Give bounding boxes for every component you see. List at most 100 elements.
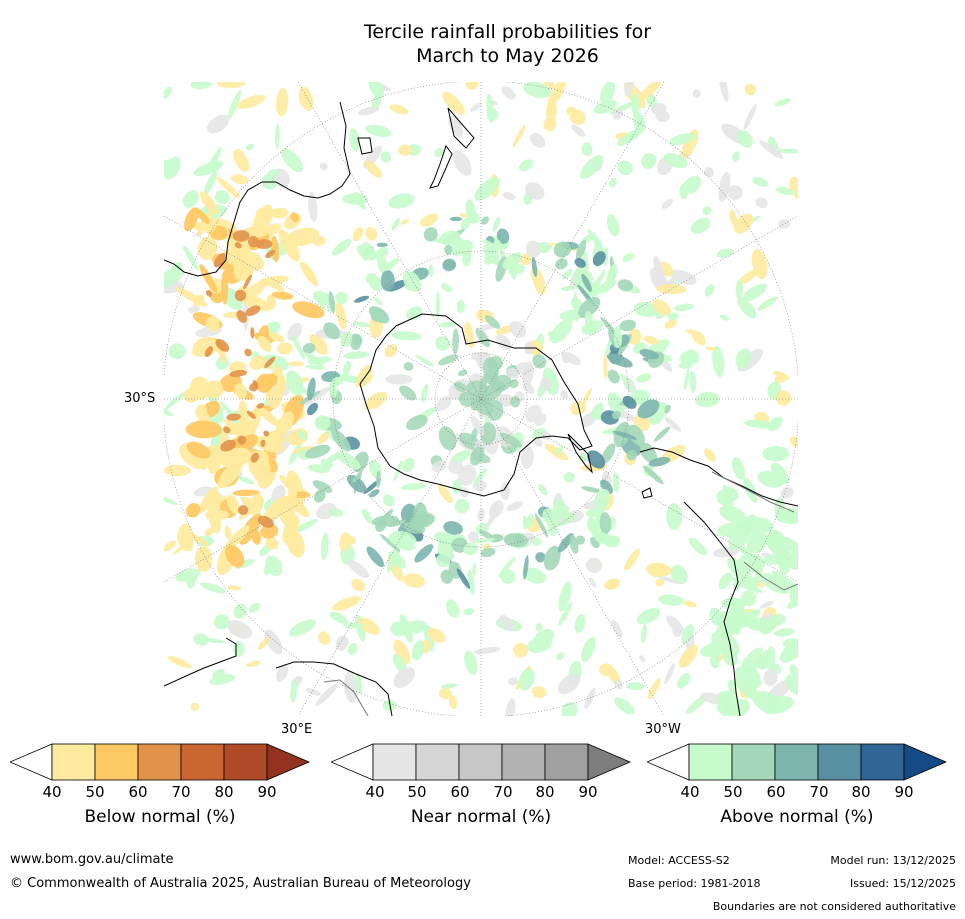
probability-patch [192,344,209,357]
probability-patch [523,555,529,580]
probability-patch [561,702,578,716]
probability-patch [680,350,694,366]
below-swatch [180,743,225,781]
near-swatch [372,743,417,781]
probability-patch [370,309,386,322]
model-run-date: Model run: 13/12/2025 [830,854,956,867]
tasmania-coastline [357,137,373,155]
probability-patch [600,479,614,494]
above-swatch [688,743,733,781]
probability-patch [275,123,280,150]
below-swatch [94,743,139,781]
probability-patch [729,209,738,227]
above-swatch [731,743,776,781]
probability-patch [496,228,510,244]
probability-patch [350,333,363,345]
probability-patch [369,489,380,498]
probability-patch [474,176,500,201]
probability-patch [735,348,752,370]
probability-patch [463,542,478,556]
probability-shading [164,82,798,716]
probability-patch [440,283,453,293]
probability-patch [388,519,406,527]
probability-patch [442,91,466,115]
probability-patch [703,167,714,178]
probability-patch [690,217,711,234]
probability-patch [738,553,766,573]
probability-patch [643,335,660,345]
probability-patch [190,82,212,90]
probability-patch [709,651,720,669]
probability-patch [573,267,588,291]
probability-patch [561,351,581,365]
probability-patch [378,246,389,256]
issued-date: Issued: 15/12/2025 [849,877,956,890]
probability-patch [275,411,294,437]
probability-patch [440,569,454,584]
probability-patch [214,189,230,205]
probability-patch [771,570,798,592]
probability-patch [347,560,370,579]
probability-patch [485,506,501,529]
probability-patch [641,153,657,169]
probability-patch [705,346,718,351]
probability-patch [335,635,349,651]
probability-patch [253,435,285,453]
probability-patch [532,537,542,547]
probability-patch [340,331,353,347]
probability-patch [236,310,248,323]
probability-patch [623,548,640,571]
probability-patch [525,240,541,258]
probability-patch [365,124,392,138]
probability-patch [235,475,255,485]
probability-patch [733,213,754,234]
probability-patch [773,628,795,637]
probability-patch [467,569,475,595]
probability-patch [391,331,422,341]
polar-map[interactable] [164,82,798,716]
probability-patch [611,410,621,420]
probability-patch [286,227,320,246]
probability-patch [376,470,381,488]
probability-patch [748,647,764,659]
probability-patch [470,451,491,464]
probability-patch [286,523,296,534]
website-link[interactable]: www.bom.gov.au/climate [10,852,174,867]
probability-patch [246,410,256,419]
probability-patch [203,169,218,197]
probability-patch [411,640,425,661]
probability-patch [664,663,676,684]
probability-patch [718,82,729,103]
probability-patch [651,103,667,115]
probability-patch [272,364,287,393]
probability-patch [226,413,241,421]
probability-patch [763,669,778,687]
probability-patch [250,452,260,463]
probability-patch [270,207,289,219]
probability-patch [204,527,215,537]
probability-patch [663,153,688,169]
colorbar-near [331,743,631,781]
probability-patch [387,551,407,569]
probability-patch [454,498,470,514]
probability-patch [353,321,372,328]
colorbar-above [647,743,947,781]
probability-patch [532,354,547,369]
probability-patch [648,456,671,467]
colorbar-below-tick: 40 [42,783,62,801]
colorbar-near-tick: 80 [535,783,555,801]
probability-patch [719,505,747,524]
probability-patch [303,387,331,406]
probability-patch [263,560,277,575]
probability-patch [205,380,224,399]
probability-patch [207,498,222,534]
colorbar-below-tick: 90 [257,783,277,801]
probability-patch [264,629,283,655]
probability-patch [585,557,603,573]
probability-patch [678,644,699,668]
probability-patch [354,295,370,303]
probability-patch [297,429,307,441]
probability-patch [339,532,351,552]
probability-patch [611,619,623,638]
probability-patch [237,505,249,515]
